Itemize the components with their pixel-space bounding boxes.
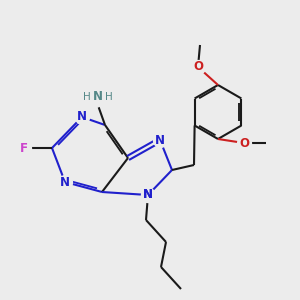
Text: N: N [77, 110, 87, 124]
Text: H: H [82, 92, 90, 101]
Text: N: N [143, 188, 153, 202]
Text: H: H [105, 92, 113, 101]
Text: N: N [143, 188, 153, 202]
Text: O: O [193, 61, 203, 74]
Text: F: F [20, 142, 28, 154]
Text: N: N [60, 176, 70, 188]
Text: N: N [93, 90, 103, 103]
Text: N: N [155, 134, 165, 146]
Text: O: O [239, 136, 249, 149]
